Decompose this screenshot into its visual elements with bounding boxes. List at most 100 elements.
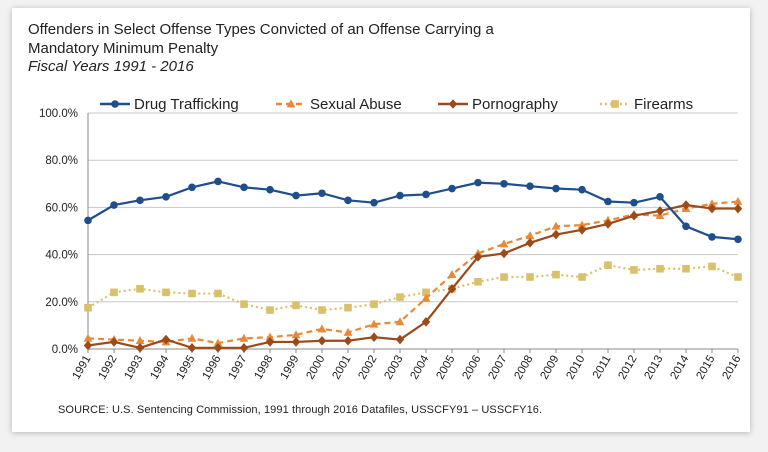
legend-item: Sexual Abuse (276, 96, 402, 113)
data-point (265, 332, 275, 341)
x-tick-label: 2009 (538, 354, 561, 382)
x-tick-label: 2006 (460, 354, 483, 382)
data-point (292, 301, 300, 310)
data-point (83, 333, 93, 342)
x-tick-label: 2003 (382, 354, 405, 382)
data-point (84, 216, 92, 225)
data-point (500, 273, 508, 281)
data-point (110, 288, 118, 297)
data-point (240, 183, 248, 192)
x-tick-label: 2014 (668, 353, 691, 382)
legend-item: Firearms (600, 96, 693, 113)
x-tick-label: 1999 (278, 354, 301, 382)
data-point (370, 300, 378, 308)
data-point (83, 340, 93, 351)
data-point (187, 343, 197, 353)
data-point (422, 190, 430, 199)
data-point (525, 238, 535, 248)
data-point (603, 219, 613, 229)
data-point (317, 324, 327, 333)
x-tick-label: 1996 (200, 354, 223, 382)
x-tick-label: 2015 (694, 354, 717, 382)
data-point (344, 303, 352, 312)
x-tick-label: 1998 (252, 354, 275, 382)
legend-item: Drug Trafficking (100, 96, 239, 113)
data-point (421, 317, 431, 327)
data-point (369, 319, 379, 328)
data-point (629, 210, 639, 221)
x-tick-label: 2007 (486, 354, 509, 382)
data-point (292, 191, 300, 200)
x-tick-label: 2016 (720, 354, 743, 382)
data-point (343, 327, 353, 336)
legend-label: Drug Trafficking (134, 96, 239, 113)
data-point (499, 248, 509, 259)
x-tick-label: 2013 (642, 354, 665, 382)
data-point (318, 306, 326, 314)
data-point (656, 264, 664, 273)
data-point (655, 206, 665, 216)
data-point (213, 338, 223, 347)
data-point (369, 332, 379, 342)
data-point (188, 183, 196, 192)
x-tick-label: 2001 (330, 354, 353, 382)
data-point (396, 293, 404, 301)
data-point (343, 335, 353, 346)
y-tick-label: 60.0% (45, 202, 78, 214)
series-drug-trafficking (84, 177, 742, 244)
data-point (239, 333, 249, 342)
data-point (110, 201, 118, 209)
legend-item: Pornography (438, 96, 558, 113)
series-pornography (83, 200, 743, 353)
data-point (265, 337, 275, 347)
x-tick-label: 2004 (408, 353, 431, 382)
data-point (682, 264, 690, 273)
data-point (188, 289, 196, 298)
series-line (87, 203, 738, 349)
data-point (395, 317, 405, 326)
data-point (708, 262, 716, 271)
data-point (84, 303, 92, 312)
data-point (500, 180, 508, 188)
data-point (213, 343, 223, 353)
data-point (552, 270, 560, 279)
chart-subtitle: Fiscal Years 1991 - 2016 (28, 58, 194, 75)
x-tick-label: 2000 (304, 354, 327, 382)
data-point (136, 285, 144, 293)
data-point (318, 189, 326, 198)
data-point (552, 184, 560, 193)
data-point (370, 198, 378, 207)
data-point (395, 334, 405, 345)
source-note: SOURCE: U.S. Sentencing Commission, 1991… (58, 404, 543, 416)
x-tick-label: 1997 (226, 354, 249, 382)
legend-marker (611, 100, 619, 108)
data-point (396, 191, 404, 200)
series-line (87, 200, 739, 345)
x-tick-label: 1992 (96, 354, 119, 382)
chart-title: Offenders in Select Offense Types Convic… (28, 21, 494, 57)
data-point (447, 284, 457, 294)
data-point (681, 200, 691, 210)
data-point (733, 203, 743, 214)
data-point (526, 182, 534, 190)
y-tick-label: 80.0% (45, 155, 78, 167)
x-tick-label: 1994 (148, 353, 171, 382)
x-tick-label: 1993 (122, 354, 145, 382)
data-point (473, 252, 483, 262)
legend-marker (286, 99, 296, 108)
series-line (87, 264, 739, 312)
legend-marker (111, 100, 119, 108)
data-point (734, 235, 742, 244)
data-point (135, 336, 145, 345)
legend-label: Firearms (634, 96, 693, 113)
data-point (317, 335, 327, 346)
data-point (707, 199, 717, 208)
data-point (707, 203, 717, 214)
data-point (421, 293, 431, 302)
data-point (136, 196, 144, 205)
data-point (604, 197, 612, 206)
data-point (239, 343, 249, 353)
x-tick-label: 1991 (70, 354, 93, 382)
legend-label: Sexual Abuse (310, 96, 402, 113)
y-tick-label: 0.0% (52, 344, 78, 356)
